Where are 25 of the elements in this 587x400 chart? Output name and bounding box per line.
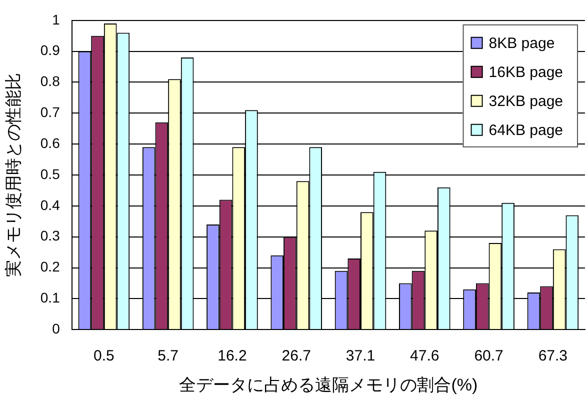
y-tick-label: 0.9	[40, 42, 60, 58]
x-tick-label: 60.7	[474, 348, 504, 365]
y-tick-label: 0.2	[40, 258, 60, 275]
x-tick-label: 5.7	[158, 348, 179, 365]
y-tick-label: 0	[52, 320, 60, 336]
y-tick-label: 0.8	[40, 73, 60, 90]
legend-label: 64KB page	[488, 122, 564, 140]
x-tick-label: 26.7	[282, 348, 311, 365]
y-tick-label: 1	[52, 11, 60, 28]
y-tick-label: 0.5	[40, 166, 60, 182]
legend-label: 32KB page	[488, 93, 564, 110]
legend-label: 16KB page	[488, 64, 564, 82]
y-tick-label: 0.3	[40, 228, 60, 244]
x-tick-label: 37.1	[346, 348, 376, 365]
y-tick-label: 0.7	[40, 104, 60, 120]
y-tick-label: 0.4	[40, 196, 60, 213]
x-tick-label: 67.3	[538, 348, 568, 365]
legend-label: 8KB page	[488, 35, 555, 52]
y-tick-label: 0.6	[40, 134, 60, 151]
y-tick-label: 0.1	[40, 290, 60, 306]
x-axis-title: 全データに占める遠隔メモリの割合(%)	[179, 375, 478, 394]
x-tick-label: 16.2	[218, 348, 247, 365]
y-axis-title: 実メモリ使用時との性能比	[4, 73, 23, 277]
x-tick-label: 47.6	[410, 348, 440, 365]
x-tick-label: 0.5	[94, 348, 114, 365]
